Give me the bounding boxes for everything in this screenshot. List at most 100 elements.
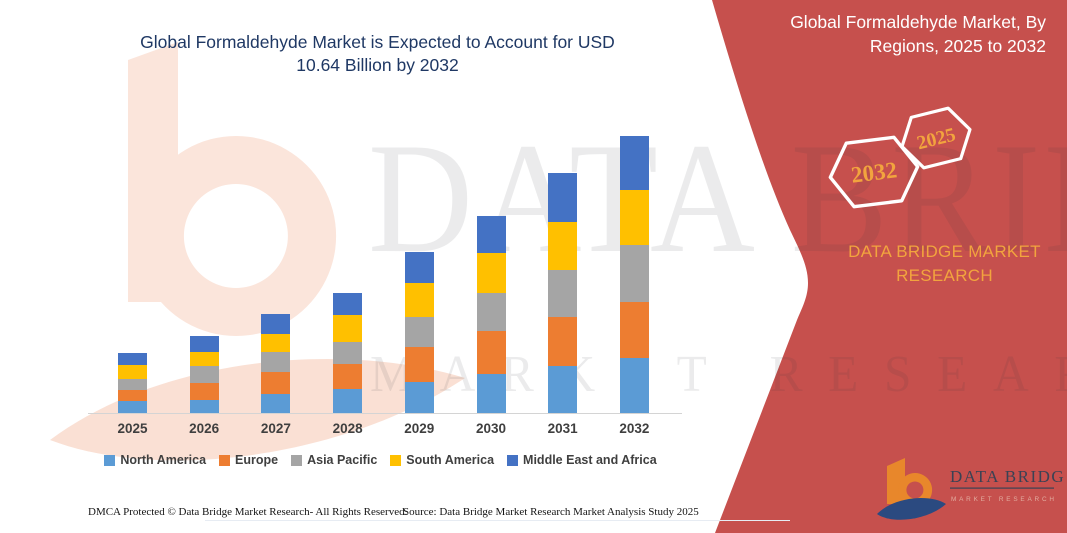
bar-segment-2028-asia-pacific: [333, 342, 363, 364]
bar-segment-2031-south-america: [548, 222, 578, 270]
x-tick-label-2026: 2026: [189, 421, 220, 436]
hexagon-2025: 2025: [900, 106, 972, 170]
bar-segment-2025-south-america: [118, 365, 147, 379]
bar-segment-2029-north-america: [404, 382, 434, 413]
chart-title-line2: 10.64 Billion by 2032: [296, 55, 459, 75]
banner-heading-line2: Regions, 2025 to 2032: [869, 36, 1046, 56]
legend-item-middle-east-and-africa: Middle East and Africa: [507, 453, 657, 467]
bar-segment-2032-asia-pacific: [619, 245, 649, 302]
stacked-bar-chart: 2025 2026 2027 2028 2029 2030 2031 2032 North A…: [83, 0, 682, 467]
banner-brand-line2: RESEARCH: [896, 266, 993, 285]
bar-2025: [118, 353, 147, 413]
bar-segment-2025-middle-east-and-africa: [118, 353, 147, 365]
bar-2030: [476, 216, 506, 413]
legend-label: Europe: [235, 453, 279, 467]
bar-segment-2025-north-america: [118, 401, 147, 413]
hexagon-2032-outline: [828, 135, 920, 209]
bar-segment-2028-europe: [333, 364, 363, 389]
bar-segment-2031-asia-pacific: [548, 270, 578, 317]
chart-legend: North America Europe Asia Pacific South Ame…: [83, 453, 678, 467]
x-tick-label-2030: 2030: [475, 421, 507, 436]
bar-segment-2032-middle-east-and-africa: [619, 136, 649, 190]
bar-segment-2030-europe: [476, 331, 506, 374]
legend-marker-icon: [219, 454, 231, 466]
bar-segment-2027-middle-east-and-africa: [261, 314, 291, 334]
legend-label: South America: [406, 453, 495, 467]
banner-brand: DATA BRIDGE MARKET RESEARCH: [822, 240, 1067, 288]
footer-divider: [205, 520, 790, 521]
bar-segment-2025-europe: [118, 390, 147, 401]
bar-segment-2029-middle-east-and-africa: [404, 252, 434, 283]
bar-segment-2026-north-america: [189, 400, 219, 413]
bar-2026: [189, 336, 219, 413]
legend-label: Middle East and Africa: [523, 453, 657, 467]
bar-segment-2029-asia-pacific: [404, 317, 434, 347]
bar-segment-2026-europe: [189, 383, 219, 400]
chart-title: Global Formaldehyde Market is Expected t…: [110, 31, 645, 77]
bar-segment-2027-north-america: [261, 394, 291, 413]
logo-subtitle-text: MARKET RESEARCH: [951, 496, 1057, 503]
bar-segment-2028-south-america: [333, 315, 363, 342]
bar-segment-2028-middle-east-and-africa: [333, 293, 363, 315]
banner-brand-line1: DATA BRIDGE MARKET: [848, 242, 1041, 261]
legend-item-north-america: North America: [104, 453, 206, 467]
bar-segment-2027-asia-pacific: [261, 352, 291, 372]
footer-dmca-text: DMCA Protected © Data Bridge Market Rese…: [88, 506, 408, 518]
bar-segment-2026-south-america: [189, 352, 219, 366]
x-tick-label-2025: 2025: [117, 421, 148, 436]
x-tick-label-2032: 2032: [619, 421, 650, 436]
data-bridge-logo: DATA BRIDGE MARKET RESEARCH: [877, 458, 1065, 520]
bar-segment-2026-asia-pacific: [189, 366, 219, 383]
red-banner-path: [712, 0, 1067, 533]
legend-label: North America: [120, 453, 207, 467]
banner-heading-line1: Global Formaldehyde Market, By: [790, 12, 1046, 32]
footer-source-text: Source: Data Bridge Market Research Mark…: [403, 506, 699, 518]
bar-segment-2031-north-america: [548, 366, 578, 413]
bar-segment-2032-europe: [619, 302, 649, 358]
hexagon-2025-outline: [900, 106, 972, 170]
legend-item-asia-pacific: Asia Pacific: [291, 453, 377, 467]
bar-2029: [404, 252, 434, 413]
bar-2032: [619, 136, 649, 413]
x-axis-line: [88, 413, 682, 414]
x-tick-label-2027: 2027: [260, 421, 291, 436]
bar-segment-2029-europe: [404, 347, 434, 382]
x-axis-labels: 2025 2026 2027 2028 2029 2030 2031 2032: [88, 421, 672, 439]
bar-segment-2025-asia-pacific: [118, 379, 147, 390]
banner-heading: Global Formaldehyde Market, By Regions, …: [730, 10, 1046, 58]
legend-marker-icon: [507, 454, 519, 466]
bar-segment-2028-north-america: [333, 389, 363, 413]
bar-2027: [261, 314, 291, 413]
hexagon-2025-label: 2025: [915, 124, 958, 154]
watermark-b-bowl: [136, 136, 337, 336]
bars-area: [88, 0, 672, 413]
x-tick-label-2029: 2029: [404, 421, 435, 436]
bar-segment-2031-middle-east-and-africa: [548, 173, 578, 222]
x-tick-label-2031: 2031: [547, 421, 578, 436]
legend-item-south-america: South America: [390, 453, 494, 467]
bar-segment-2032-north-america: [619, 358, 649, 413]
bar-segment-2026-middle-east-and-africa: [189, 336, 219, 352]
bar-segment-2027-europe: [261, 372, 291, 394]
hexagon-2032-label: 2032: [850, 157, 899, 187]
bar-segment-2030-asia-pacific: [476, 293, 506, 331]
hexagon-2032: 2032: [828, 135, 920, 209]
bar-segment-2029-south-america: [404, 283, 434, 317]
legend-marker-icon: [390, 454, 402, 466]
bar-segment-2030-south-america: [476, 253, 506, 293]
legend-item-europe: Europe: [219, 453, 278, 467]
bar-segment-2031-europe: [548, 317, 578, 366]
legend-marker-icon: [291, 454, 303, 466]
bar-segment-2027-south-america: [261, 334, 291, 352]
chart-title-line1: Global Formaldehyde Market is Expected t…: [140, 32, 615, 52]
legend-label: Asia Pacific: [307, 453, 378, 467]
bar-2031: [548, 173, 578, 413]
logo-title-text: DATA BRIDGE: [950, 467, 1065, 486]
bar-segment-2032-south-america: [619, 190, 649, 245]
bar-segment-2030-middle-east-and-africa: [476, 216, 506, 253]
bar-2028: [333, 293, 363, 413]
logo-underline: [950, 487, 1054, 489]
logo-d-swoosh: [877, 498, 946, 520]
